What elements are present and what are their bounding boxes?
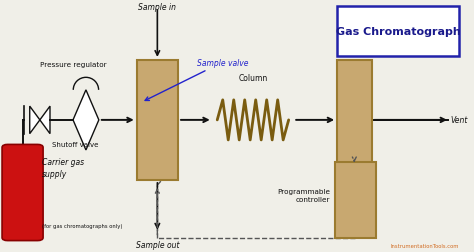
Text: Sample in: Sample in [138, 3, 176, 12]
Text: Detector: Detector [337, 42, 371, 51]
Text: Sample out: Sample out [136, 240, 179, 249]
FancyBboxPatch shape [2, 145, 43, 241]
Text: (for gas chromatographs only): (for gas chromatographs only) [42, 223, 123, 228]
Text: Column: Column [238, 74, 268, 83]
Text: Sample valve: Sample valve [145, 58, 248, 101]
Polygon shape [40, 107, 50, 134]
Bar [137, 60, 178, 180]
Text: Programmable
controller: Programmable controller [277, 188, 330, 202]
Text: Gas Chromatograph: Gas Chromatograph [336, 27, 460, 37]
Text: Vent: Vent [451, 116, 468, 125]
Text: Shutoff valve: Shutoff valve [52, 142, 99, 148]
Bar [337, 60, 372, 180]
Polygon shape [30, 107, 40, 134]
Polygon shape [73, 90, 99, 150]
Bar [335, 163, 376, 238]
Text: InstrumentationTools.com: InstrumentationTools.com [391, 243, 459, 248]
FancyBboxPatch shape [337, 7, 459, 57]
Text: Carrier gas
supply: Carrier gas supply [42, 158, 84, 178]
Text: Pressure regulator: Pressure regulator [40, 62, 107, 68]
